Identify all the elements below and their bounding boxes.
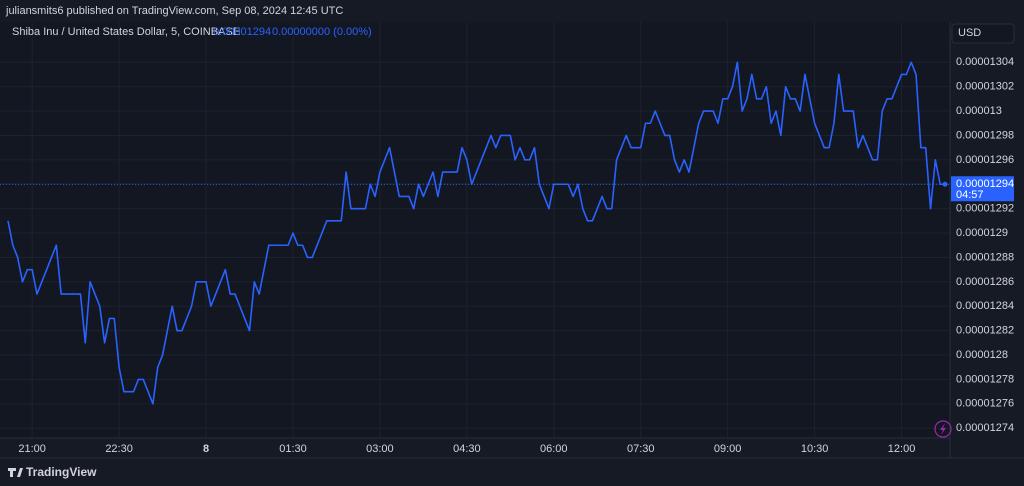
y-tick-label: 0.00001274	[956, 422, 1014, 434]
x-tick-label: 06:00	[540, 443, 568, 455]
y-tick-label: 0.0000128	[956, 349, 1008, 361]
x-tick-label: 03:00	[366, 443, 394, 455]
currency-box[interactable]	[951, 23, 1015, 44]
price-line	[7, 61, 946, 405]
y-tick-label: 0.00001288	[956, 251, 1014, 263]
logo-mark	[8, 468, 23, 477]
y-tick-label: 0.00001304	[956, 56, 1014, 68]
y-tick-label: 0.0000129	[956, 227, 1008, 239]
x-tick-label: 07:30	[627, 443, 655, 455]
y-tick-label: 0.00001292	[956, 203, 1014, 215]
symbol: Shiba Inu / United States Dollar, 5, COI…	[12, 26, 240, 38]
y-tick-label: 0.00001286	[956, 276, 1014, 288]
y-tick-label: 0.000013	[956, 105, 1002, 117]
y-tick-label: 0.00001282	[956, 325, 1014, 337]
y-tick-label: 0.00001296	[956, 154, 1014, 166]
alert-bolt	[940, 423, 946, 435]
x-tick-label: 12:00	[888, 443, 916, 455]
x-tick-label: 09:00	[714, 443, 742, 455]
x-tick-label: 8	[203, 443, 209, 455]
publisher: juliansmits6 published on TradingView.co…	[5, 5, 343, 17]
y-tick-label: 0.00001298	[956, 129, 1014, 141]
change: 0.00000000 (0.00%)	[272, 26, 372, 38]
x-tick-label: 04:30	[453, 443, 481, 455]
x-tick-label: 22:30	[105, 443, 133, 455]
last-price-label: 0.00001294	[956, 178, 1014, 190]
last-close: 0.00001294	[213, 26, 271, 38]
y-tick-label: 0.00001302	[956, 81, 1014, 93]
y-tick-label: 0.00001276	[956, 398, 1014, 410]
brand: TradingView	[26, 465, 97, 479]
currency[interactable]: USD	[958, 27, 981, 39]
y-tick-label: 0.00001284	[956, 300, 1014, 312]
y-tick-label: 0.00001278	[956, 373, 1014, 385]
x-tick-label: 10:30	[801, 443, 829, 455]
brand-logo	[8, 468, 23, 477]
x-tick-label: 21:00	[18, 443, 46, 455]
countdown: 04:57	[956, 189, 984, 201]
alert-icon[interactable]	[934, 420, 952, 438]
grid	[0, 22, 950, 438]
last-price-box	[951, 176, 1014, 202]
last-price-dot	[942, 181, 948, 187]
x-tick-label: 01:30	[279, 443, 307, 455]
